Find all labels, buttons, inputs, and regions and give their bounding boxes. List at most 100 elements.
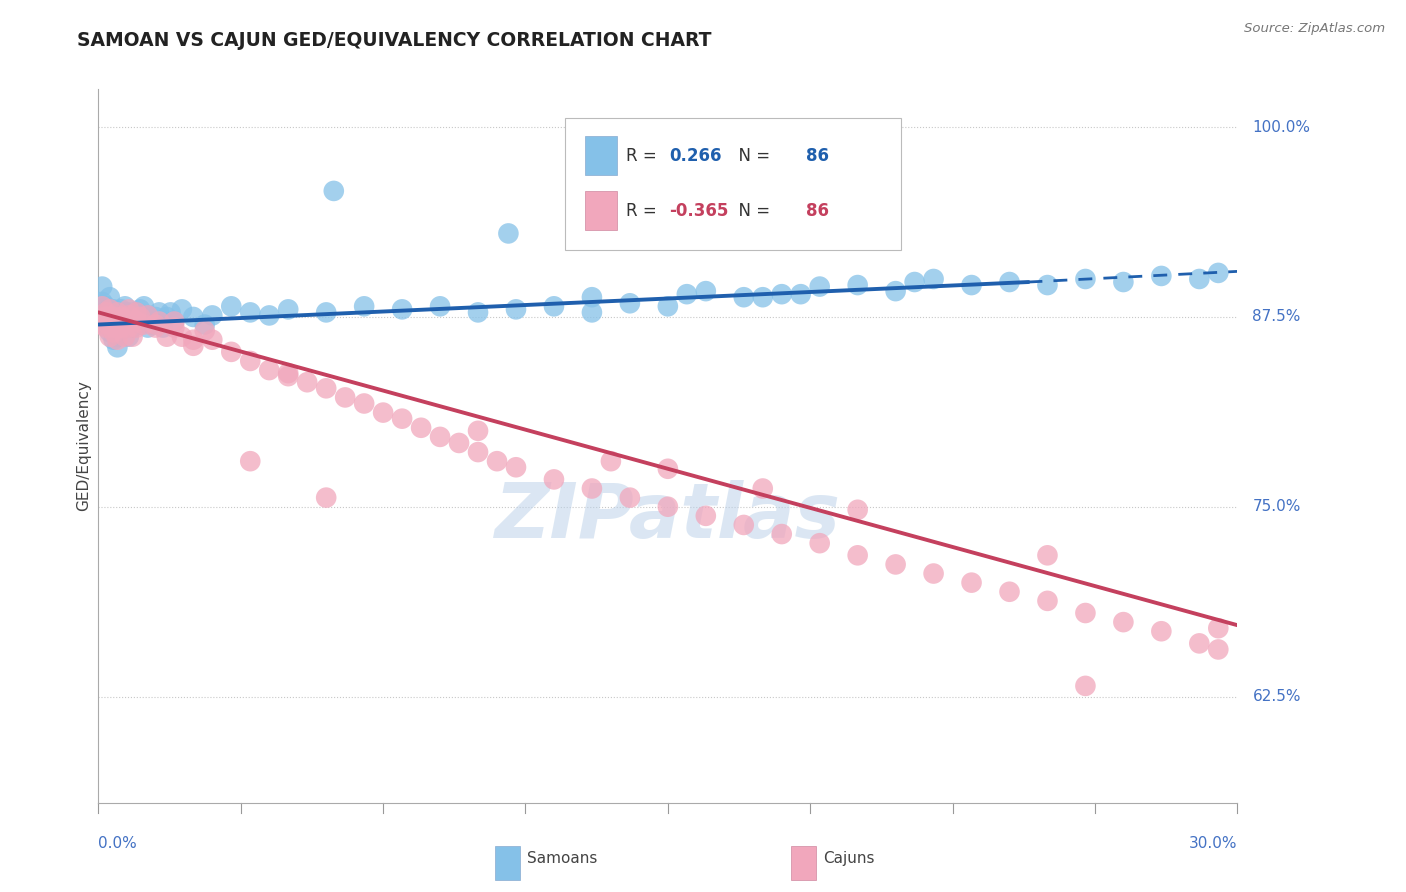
Point <box>159 305 181 319</box>
Point <box>125 305 148 319</box>
Y-axis label: GED/Equivalency: GED/Equivalency <box>76 381 91 511</box>
Bar <box>790 846 815 880</box>
Text: Samoans: Samoans <box>527 851 598 866</box>
Text: 75.0%: 75.0% <box>1253 500 1301 514</box>
Point <box>114 305 136 319</box>
Point <box>676 287 699 301</box>
Point <box>201 333 224 347</box>
Point <box>132 318 155 332</box>
Text: ZIPatlas: ZIPatlas <box>495 481 841 554</box>
Point <box>1074 679 1097 693</box>
Point <box>103 302 125 317</box>
Point <box>129 310 152 324</box>
Text: 0.266: 0.266 <box>669 146 721 164</box>
Text: R =: R = <box>626 202 662 219</box>
Point <box>467 445 489 459</box>
Point <box>486 454 509 468</box>
Point <box>581 482 603 496</box>
Point <box>103 310 125 324</box>
Text: 0.0%: 0.0% <box>98 836 138 851</box>
Point <box>103 325 125 339</box>
Point <box>808 279 831 293</box>
Point <box>1112 615 1135 629</box>
Point <box>846 549 869 563</box>
Point <box>98 329 121 343</box>
Point <box>322 184 344 198</box>
Point <box>194 318 217 332</box>
Point <box>1074 606 1097 620</box>
Text: SAMOAN VS CAJUN GED/EQUIVALENCY CORRELATION CHART: SAMOAN VS CAJUN GED/EQUIVALENCY CORRELAT… <box>77 31 711 50</box>
Point <box>118 318 141 332</box>
Point <box>125 320 148 334</box>
Point <box>657 462 679 476</box>
Point <box>107 340 129 354</box>
Point <box>136 320 159 334</box>
Point <box>107 305 129 319</box>
Point <box>998 584 1021 599</box>
Point <box>118 305 141 319</box>
Point <box>98 325 121 339</box>
Point <box>94 305 117 319</box>
Point <box>136 309 159 323</box>
Point <box>118 320 141 334</box>
Point <box>543 299 565 313</box>
Point <box>91 279 114 293</box>
Point <box>98 302 121 317</box>
Point <box>600 454 623 468</box>
Point <box>107 318 129 332</box>
Point <box>315 305 337 319</box>
Text: 100.0%: 100.0% <box>1253 120 1310 135</box>
Text: 86: 86 <box>806 202 828 219</box>
Point <box>163 314 186 328</box>
Text: 87.5%: 87.5% <box>1253 310 1301 325</box>
Point <box>183 333 205 347</box>
Point <box>110 324 132 338</box>
Point <box>148 305 170 319</box>
Point <box>129 318 152 332</box>
Point <box>110 320 132 334</box>
Point <box>846 278 869 293</box>
Point <box>91 314 114 328</box>
Point <box>118 309 141 323</box>
Point <box>904 275 927 289</box>
Point <box>315 491 337 505</box>
Point <box>194 324 217 338</box>
Point <box>391 302 413 317</box>
Text: Cajuns: Cajuns <box>823 851 875 866</box>
Point <box>752 482 775 496</box>
Point <box>141 318 163 332</box>
Point <box>98 290 121 304</box>
Text: -0.365: -0.365 <box>669 202 728 219</box>
Point <box>156 310 179 324</box>
Point <box>1208 621 1230 635</box>
Point <box>498 227 520 241</box>
Point <box>297 376 319 390</box>
Point <box>136 309 159 323</box>
Point <box>429 430 451 444</box>
Point <box>107 314 129 328</box>
Point <box>110 310 132 324</box>
Point <box>467 424 489 438</box>
Point <box>114 299 136 313</box>
Point <box>118 329 141 343</box>
Text: 86: 86 <box>806 146 828 164</box>
Point <box>505 302 527 317</box>
Point <box>884 558 907 572</box>
Point <box>695 284 717 298</box>
Point <box>183 339 205 353</box>
Point <box>91 294 114 309</box>
Point <box>467 305 489 319</box>
Point <box>91 299 114 313</box>
Point <box>98 314 121 328</box>
Point <box>1208 642 1230 657</box>
Point <box>733 290 755 304</box>
Point <box>277 366 299 380</box>
Point <box>411 421 433 435</box>
Point <box>619 296 641 310</box>
Point <box>1150 268 1173 283</box>
Point <box>125 305 148 319</box>
Point <box>103 320 125 334</box>
Point <box>152 320 174 334</box>
Point <box>277 369 299 384</box>
Point <box>221 344 243 359</box>
